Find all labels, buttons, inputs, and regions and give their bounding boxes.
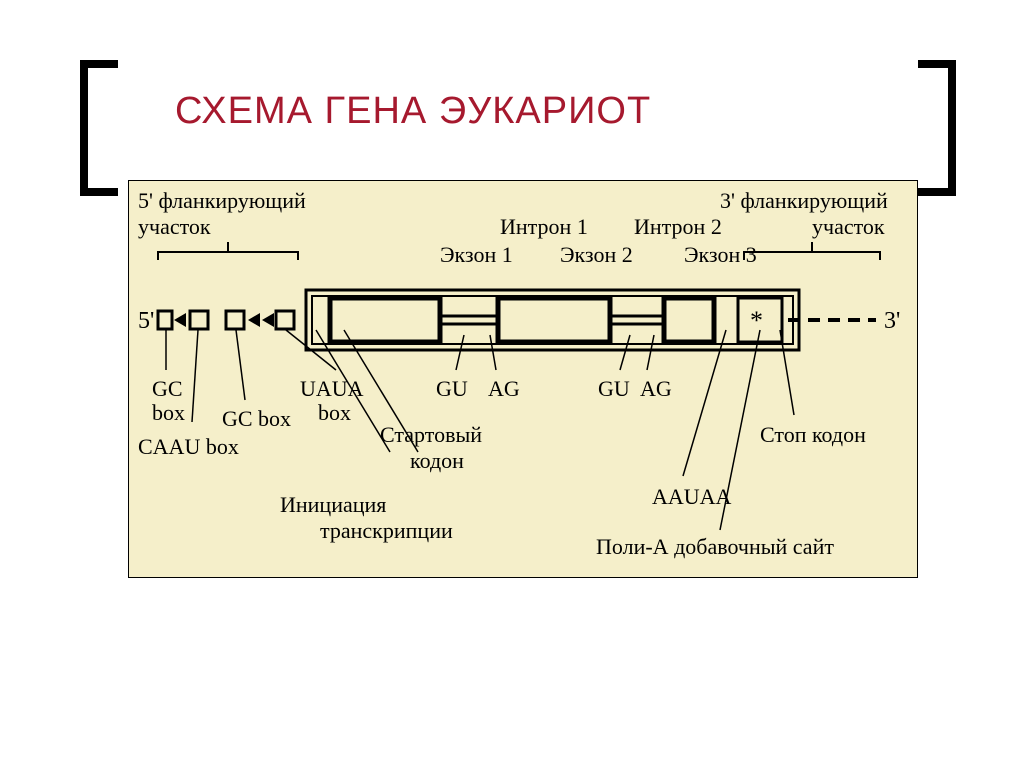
label-exon3: Экзон 3 xyxy=(684,242,757,268)
label-flank5-line1: 5' фланкирующий xyxy=(138,188,306,214)
label-polya: Поли-А добавочный сайт xyxy=(596,534,834,560)
label-ag-2: AG xyxy=(640,376,672,402)
label-initiation-1: Инициация xyxy=(280,492,386,518)
label-uaua-box-b: box xyxy=(318,400,351,426)
label-three-prime: 3' xyxy=(884,308,900,335)
label-gc-box-2: GC box xyxy=(222,406,291,432)
label-exon2: Экзон 2 xyxy=(560,242,633,268)
label-gc-box-1b: box xyxy=(152,400,185,426)
label-gu-1: GU xyxy=(436,376,468,402)
label-flank3-line1: 3' фланкирующий xyxy=(720,188,888,214)
label-flank3-line2: участок xyxy=(812,214,885,240)
label-five-prime: 5' xyxy=(138,308,154,335)
label-aauaa: AAUAA xyxy=(652,484,731,510)
label-stop-codon: Стоп кодон xyxy=(760,422,866,448)
label-gc-box-1a: GC xyxy=(152,376,183,402)
label-uaua-box-a: UAUA xyxy=(300,376,364,402)
bracket-top-left xyxy=(80,60,118,196)
label-start-codon-2: кодон xyxy=(410,448,464,474)
label-gu-2: GU xyxy=(598,376,630,402)
label-caau-box: CAAU box xyxy=(138,434,239,460)
page-title: СХЕМА ГЕНА ЭУКАРИОТ xyxy=(175,90,651,133)
label-star: * xyxy=(750,306,763,336)
label-ag-1: AG xyxy=(488,376,520,402)
label-exon1: Экзон 1 xyxy=(440,242,513,268)
label-flank5-line2: участок xyxy=(138,214,211,240)
label-intron2: Интрон 2 xyxy=(634,214,722,240)
label-intron1: Интрон 1 xyxy=(500,214,588,240)
bracket-bottom-right xyxy=(918,60,956,196)
label-initiation-2: транскрипции xyxy=(320,518,453,544)
label-start-codon-1: Стартовый xyxy=(380,422,482,448)
